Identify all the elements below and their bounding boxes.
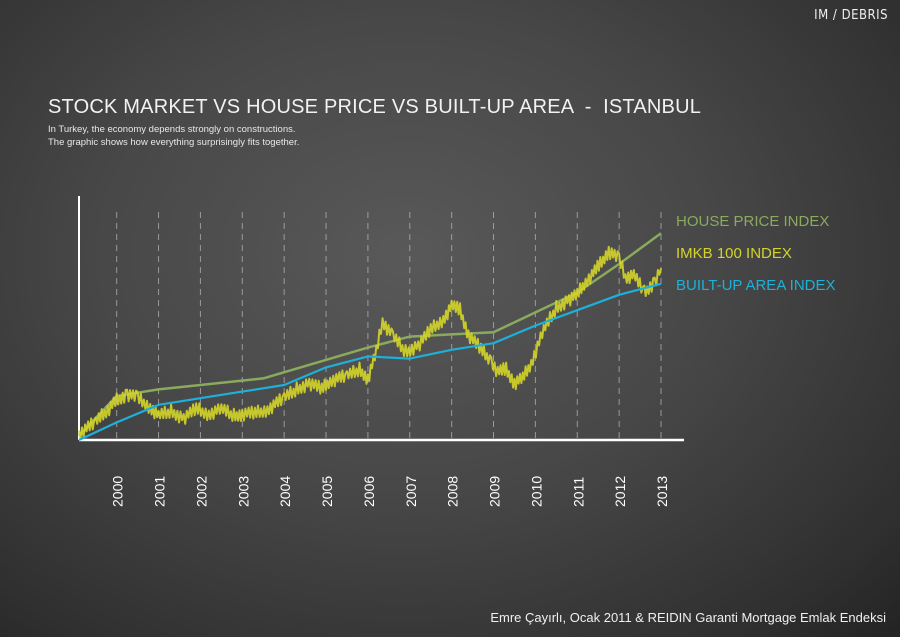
legend-imkb-100: IMKB 100 INDEX [676, 245, 792, 262]
x-tick-label-2006: 2006 [361, 476, 377, 507]
house-price-line [78, 232, 662, 437]
x-tick-label-2010: 2010 [528, 476, 544, 507]
x-tick-label-2003: 2003 [235, 476, 251, 507]
built-up-area-line [78, 282, 662, 441]
legend-built-up-area: BUILT-UP AREA INDEX [676, 277, 836, 294]
brand-label: IM / DEBRIS [814, 8, 888, 23]
x-tick-label-2011: 2011 [570, 477, 586, 507]
x-tick-label-2001: 2001 [152, 476, 168, 507]
subtitle-line-2: The graphic shows how everything surpris… [48, 137, 300, 148]
subtitle-line-1: In Turkey, the economy depends strongly … [48, 124, 296, 135]
x-tick-label-2008: 2008 [445, 476, 461, 507]
chart-title: STOCK MARKET VS HOUSE PRICE VS BUILT-UP … [48, 96, 702, 118]
x-tick-label-2012: 2012 [612, 476, 628, 507]
x-tick-label-2004: 2004 [277, 476, 293, 507]
x-tick-label-2007: 2007 [403, 476, 419, 507]
x-tick-label-2002: 2002 [193, 476, 209, 507]
x-tick-label-2013: 2013 [654, 476, 670, 507]
x-tick-label-2009: 2009 [487, 476, 503, 507]
x-tick-label-2000: 2000 [110, 476, 126, 507]
imkb-100-line [78, 245, 662, 440]
legend-house-price: HOUSE PRICE INDEX [676, 213, 829, 230]
source-credit: Emre Çayırlı, Ocak 2011 & REIDIN Garanti… [490, 610, 886, 625]
x-tick-label-2005: 2005 [319, 476, 335, 507]
